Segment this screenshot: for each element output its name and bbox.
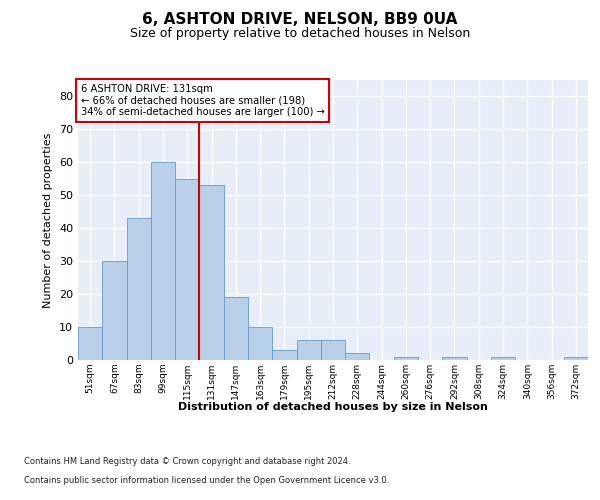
Bar bbox=[564, 356, 588, 360]
Bar bbox=[442, 356, 467, 360]
Text: Contains HM Land Registry data © Crown copyright and database right 2024.: Contains HM Land Registry data © Crown c… bbox=[24, 458, 350, 466]
Bar bbox=[199, 186, 224, 360]
Bar bbox=[345, 354, 370, 360]
Bar bbox=[224, 298, 248, 360]
Text: Distribution of detached houses by size in Nelson: Distribution of detached houses by size … bbox=[178, 402, 488, 412]
Text: 6 ASHTON DRIVE: 131sqm
← 66% of detached houses are smaller (198)
34% of semi-de: 6 ASHTON DRIVE: 131sqm ← 66% of detached… bbox=[80, 84, 325, 117]
Text: Size of property relative to detached houses in Nelson: Size of property relative to detached ho… bbox=[130, 28, 470, 40]
Bar bbox=[102, 261, 127, 360]
Bar bbox=[175, 179, 199, 360]
Bar bbox=[272, 350, 296, 360]
Bar bbox=[394, 356, 418, 360]
Bar bbox=[491, 356, 515, 360]
Text: Contains public sector information licensed under the Open Government Licence v3: Contains public sector information licen… bbox=[24, 476, 389, 485]
Bar bbox=[248, 327, 272, 360]
Bar bbox=[78, 327, 102, 360]
Text: 6, ASHTON DRIVE, NELSON, BB9 0UA: 6, ASHTON DRIVE, NELSON, BB9 0UA bbox=[142, 12, 458, 28]
Bar bbox=[321, 340, 345, 360]
Bar bbox=[296, 340, 321, 360]
Bar bbox=[151, 162, 175, 360]
Y-axis label: Number of detached properties: Number of detached properties bbox=[43, 132, 53, 308]
Bar bbox=[127, 218, 151, 360]
